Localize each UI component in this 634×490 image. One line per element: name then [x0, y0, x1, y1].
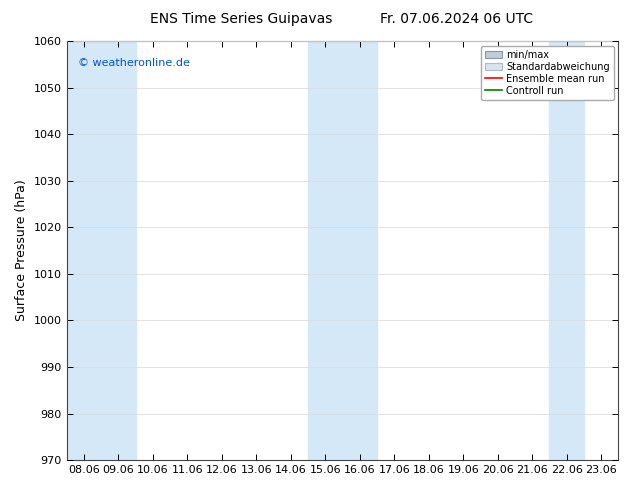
Text: ENS Time Series Guipavas: ENS Time Series Guipavas — [150, 12, 332, 26]
Legend: min/max, Standardabweichung, Ensemble mean run, Controll run: min/max, Standardabweichung, Ensemble me… — [481, 46, 614, 99]
Bar — [550, 41, 584, 460]
Y-axis label: Surface Pressure (hPa): Surface Pressure (hPa) — [15, 180, 28, 321]
Text: Fr. 07.06.2024 06 UTC: Fr. 07.06.2024 06 UTC — [380, 12, 533, 26]
Text: © weatheronline.de: © weatheronline.de — [77, 58, 190, 68]
Bar — [308, 41, 377, 460]
Bar — [67, 41, 136, 460]
